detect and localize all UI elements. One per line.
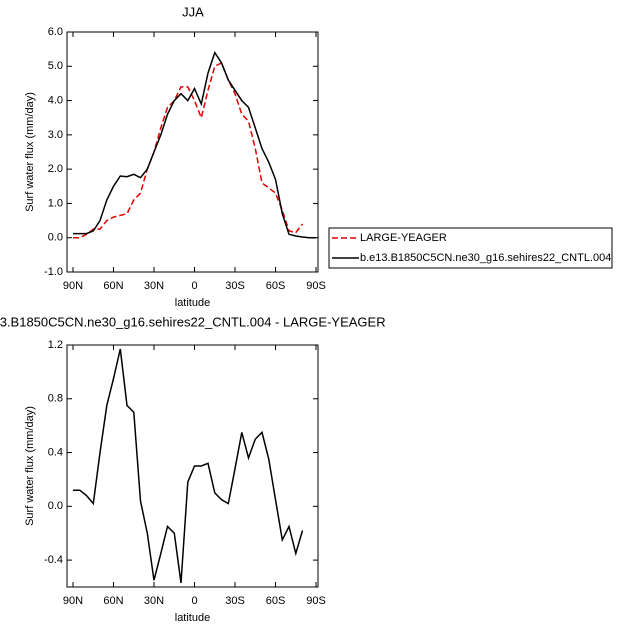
chart-title: b.e13.B1850C5CN.ne30_g16.sehires22_CNTL.… — [0, 314, 386, 329]
x-tick-label: 30N — [144, 595, 164, 607]
data-line — [73, 50, 316, 239]
legend-label: LARGE-YEAGER — [360, 232, 447, 244]
x-tick-label: 60S — [266, 280, 286, 292]
y-tick-label: 5.0 — [48, 60, 63, 72]
x-tick-label: 0 — [191, 595, 197, 607]
chart-title: JJA — [182, 4, 204, 19]
x-tick-label: 60N — [103, 280, 123, 292]
plot-frame — [66, 344, 319, 588]
y-tick-label: 0.0 — [48, 500, 63, 512]
y-axis-label: Surf water flux (mm/day) — [24, 92, 36, 212]
y-tick-label: 1.2 — [48, 339, 63, 351]
y-tick-label: 1.0 — [48, 197, 63, 209]
y-tick-label: 0.8 — [48, 393, 63, 405]
x-tick-label: 30S — [225, 595, 245, 607]
data-line — [73, 348, 304, 584]
x-tick-label: 60S — [266, 595, 286, 607]
data-line — [73, 61, 304, 239]
x-tick-label: 90N — [63, 595, 83, 607]
x-tick-label: 90S — [306, 595, 326, 607]
y-tick-label: 0.0 — [48, 232, 63, 244]
x-tick-label: 30N — [144, 280, 164, 292]
x-axis-label: latitude — [175, 297, 210, 309]
x-tick-label: 0 — [191, 280, 197, 292]
y-tick-label: 4.0 — [48, 94, 63, 106]
plot-frame — [66, 31, 319, 273]
y-tick-label: 3.0 — [48, 129, 63, 141]
y-tick-label: 2.0 — [48, 163, 63, 175]
y-tick-label: 0.4 — [48, 446, 63, 458]
x-axis-label: latitude — [175, 612, 210, 624]
legend-label: b.e13.B1850C5CN.ne30_g16.sehires22_CNTL.… — [360, 252, 611, 264]
y-axis-label: Surf water flux (mm/day) — [24, 406, 36, 526]
y-tick-label: 6.0 — [48, 26, 63, 38]
y-tick-label: -1.0 — [44, 266, 63, 278]
legend-box — [328, 227, 613, 269]
x-tick-label: 60N — [103, 595, 123, 607]
x-tick-label: 30S — [225, 280, 245, 292]
x-tick-label: 90N — [63, 280, 83, 292]
y-tick-label: -0.4 — [44, 554, 63, 566]
x-tick-label: 90S — [306, 280, 326, 292]
